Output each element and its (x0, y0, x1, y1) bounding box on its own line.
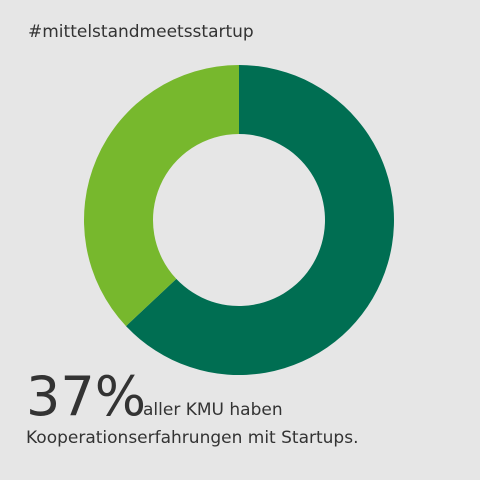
chart-title: #mittelstandmeetsstartup (28, 22, 254, 42)
caption: Kooperationserfahrungen mit Startups. (26, 428, 358, 448)
donut-segment (126, 65, 395, 375)
caption: aller KMU haben (143, 400, 283, 420)
donut-segment (84, 64, 239, 327)
value-label: 37% (26, 365, 146, 428)
donut (84, 64, 395, 375)
